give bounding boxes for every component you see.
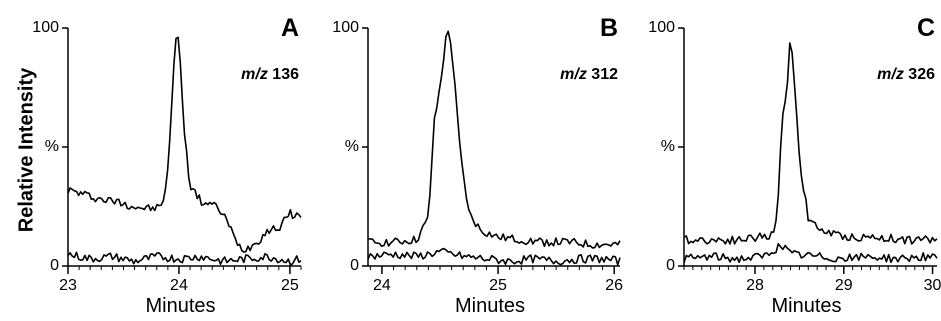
panel-letter: B — [600, 14, 618, 42]
panel-c: 0% 100 28 29 30 Minutes Cm/z 326 — [648, 14, 941, 317]
series-line — [67, 36, 302, 253]
ion-prefix: m/z — [241, 66, 268, 83]
x-axis-title: Minutes — [455, 295, 525, 317]
x-tick-label: 24 — [170, 277, 188, 294]
y-tick-label: 0 — [50, 257, 59, 274]
x-tick-label: 26 — [605, 277, 623, 294]
series-line — [367, 30, 621, 249]
x-tick-label: 25 — [489, 277, 507, 294]
x-tick-label: 24 — [373, 277, 391, 294]
panel-letter: C — [917, 14, 935, 42]
x-axis-title: Minutes — [145, 295, 215, 317]
x-tick-label: 23 — [59, 277, 77, 294]
y-tick-label: % — [45, 138, 59, 155]
panel-b: 0% 100 24 25 26 Minutes Bm/z 312 — [332, 14, 623, 317]
ion-label: m/z 312 — [560, 66, 618, 83]
ion-label: m/z 326 — [877, 66, 935, 83]
ion-prefix: m/z — [877, 66, 904, 83]
series-line — [367, 247, 621, 266]
panel-letter: A — [281, 14, 299, 42]
panel-a: 0% 100 23 24 25 Minutes Am/z 136 — [32, 14, 302, 317]
y-tick-label: 100 — [648, 19, 675, 36]
y-tick-label: 0 — [666, 257, 675, 274]
x-axis-title: Minutes — [771, 295, 841, 317]
x-tick-label: 30 — [924, 277, 941, 294]
ion-value: 312 — [591, 66, 618, 83]
series-line — [67, 251, 302, 266]
x-tick-label: 29 — [835, 277, 853, 294]
ion-value: 136 — [272, 66, 299, 83]
series-line — [683, 42, 938, 245]
y-tick-label: % — [661, 138, 675, 155]
x-tick-label: 28 — [746, 277, 764, 294]
series-line — [683, 243, 938, 264]
y-axis-title: Relative Intensity — [15, 67, 37, 232]
y-tick-label: 0 — [350, 257, 359, 274]
y-tick-label: 100 — [332, 19, 359, 36]
y-tick-label: % — [345, 138, 359, 155]
x-tick-label: 25 — [281, 277, 299, 294]
ion-label: m/z 136 — [241, 66, 299, 83]
ion-value: 326 — [908, 66, 935, 83]
y-tick-label: 100 — [32, 19, 59, 36]
ion-prefix: m/z — [560, 66, 587, 83]
